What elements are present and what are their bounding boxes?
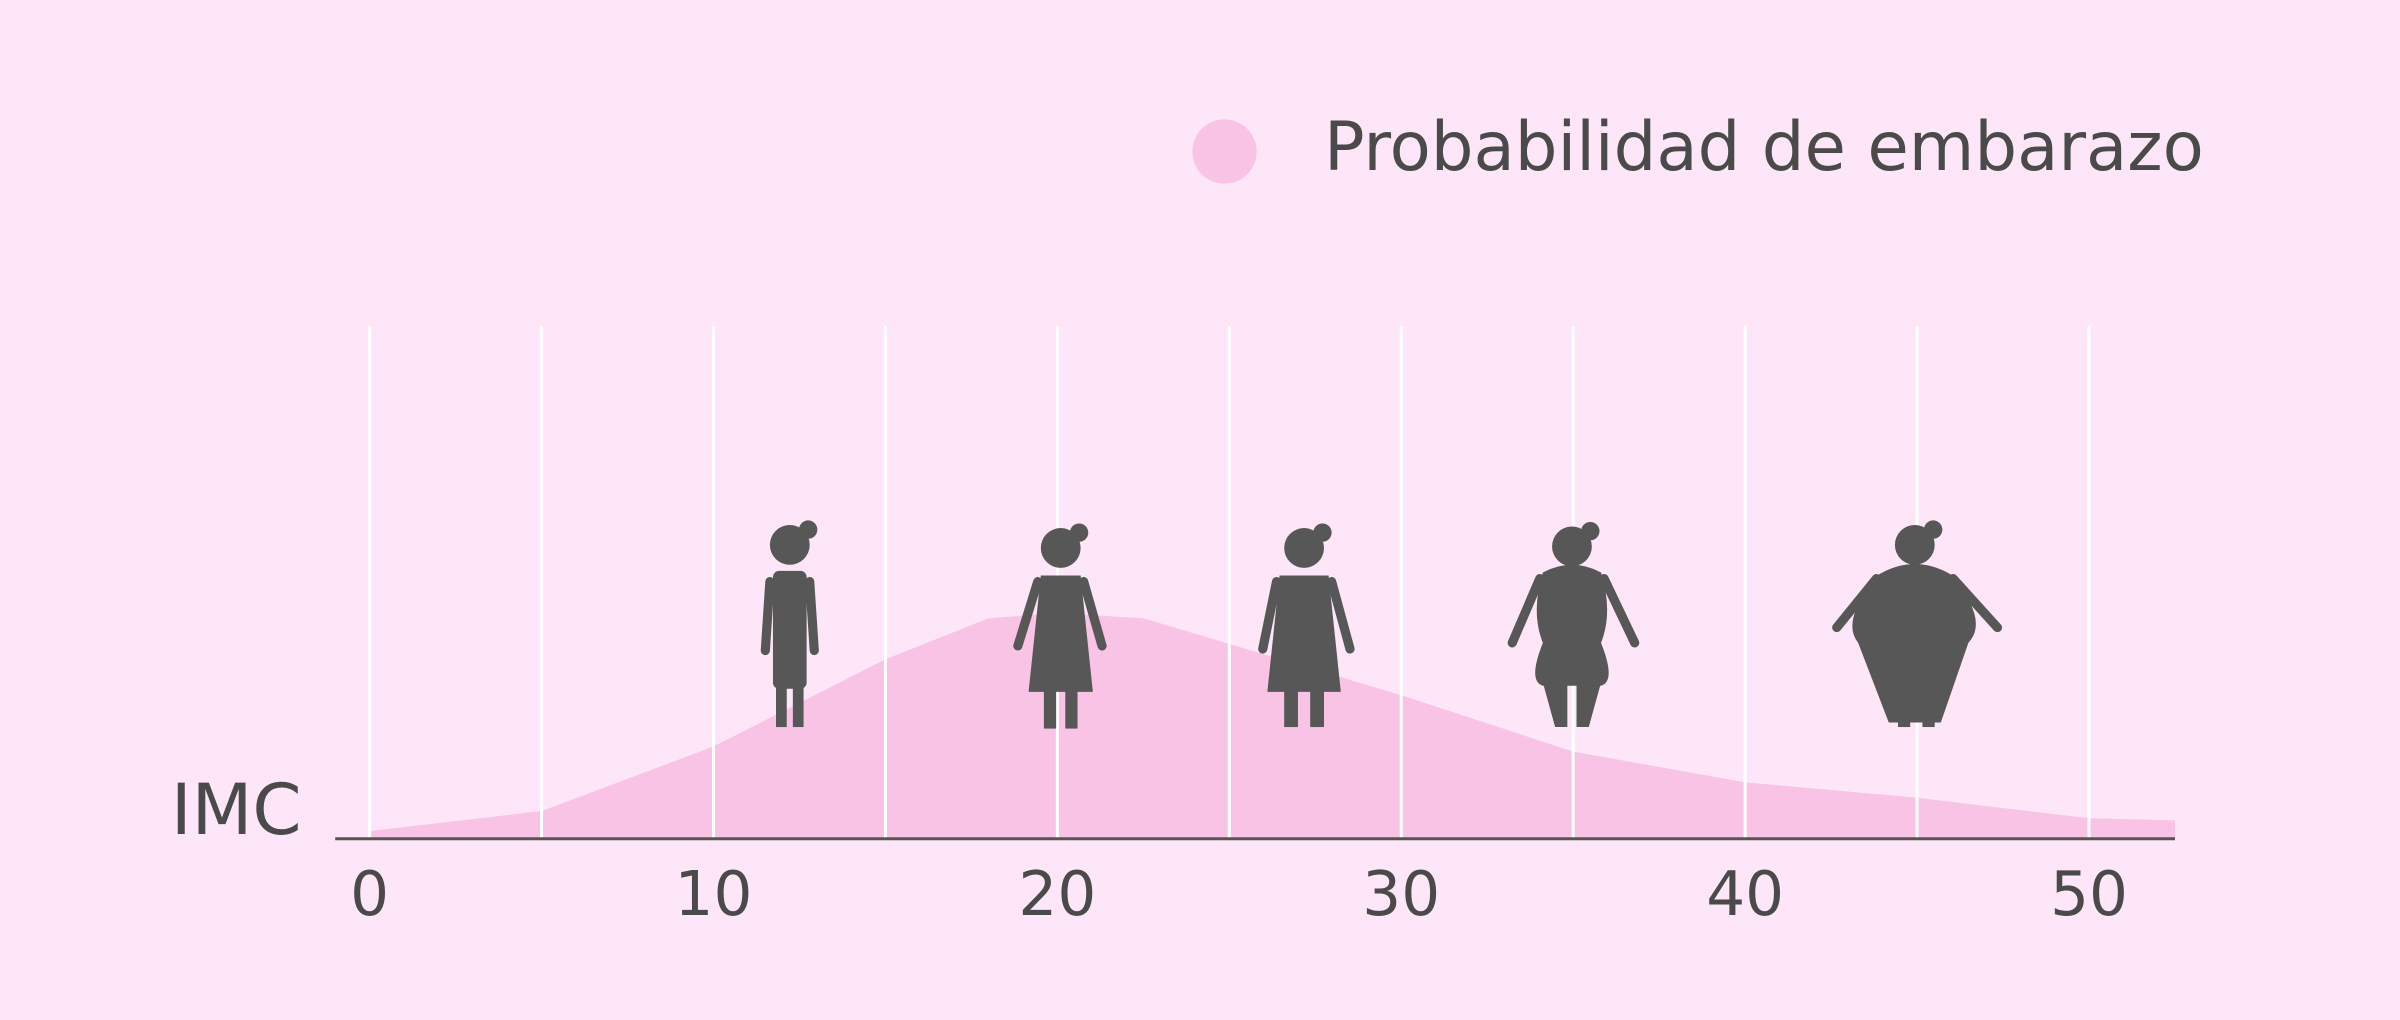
- x-tick-label: 40: [1706, 859, 1784, 930]
- plot-area: 0 10 20 30 40 50: [335, 326, 2176, 930]
- figure-overweight: [1258, 523, 1355, 728]
- figures: [760, 520, 2003, 729]
- x-tick-label: 0: [350, 859, 389, 930]
- x-tick-label: 30: [1362, 859, 1440, 930]
- x-tick-label: 10: [675, 859, 753, 930]
- figure-slim: [760, 520, 819, 728]
- x-tick-label: 50: [2050, 859, 2128, 930]
- x-axis-label: IMC: [171, 769, 302, 851]
- figure-normal: [1013, 523, 1107, 729]
- figure-morbid: [1832, 520, 2003, 728]
- figure-obese: [1507, 521, 1640, 728]
- x-tick-label: 20: [1018, 859, 1096, 930]
- legend-swatch: [1192, 119, 1257, 184]
- legend-label: Probabilidad de embarazo: [1324, 107, 2204, 186]
- area: [369, 613, 2176, 839]
